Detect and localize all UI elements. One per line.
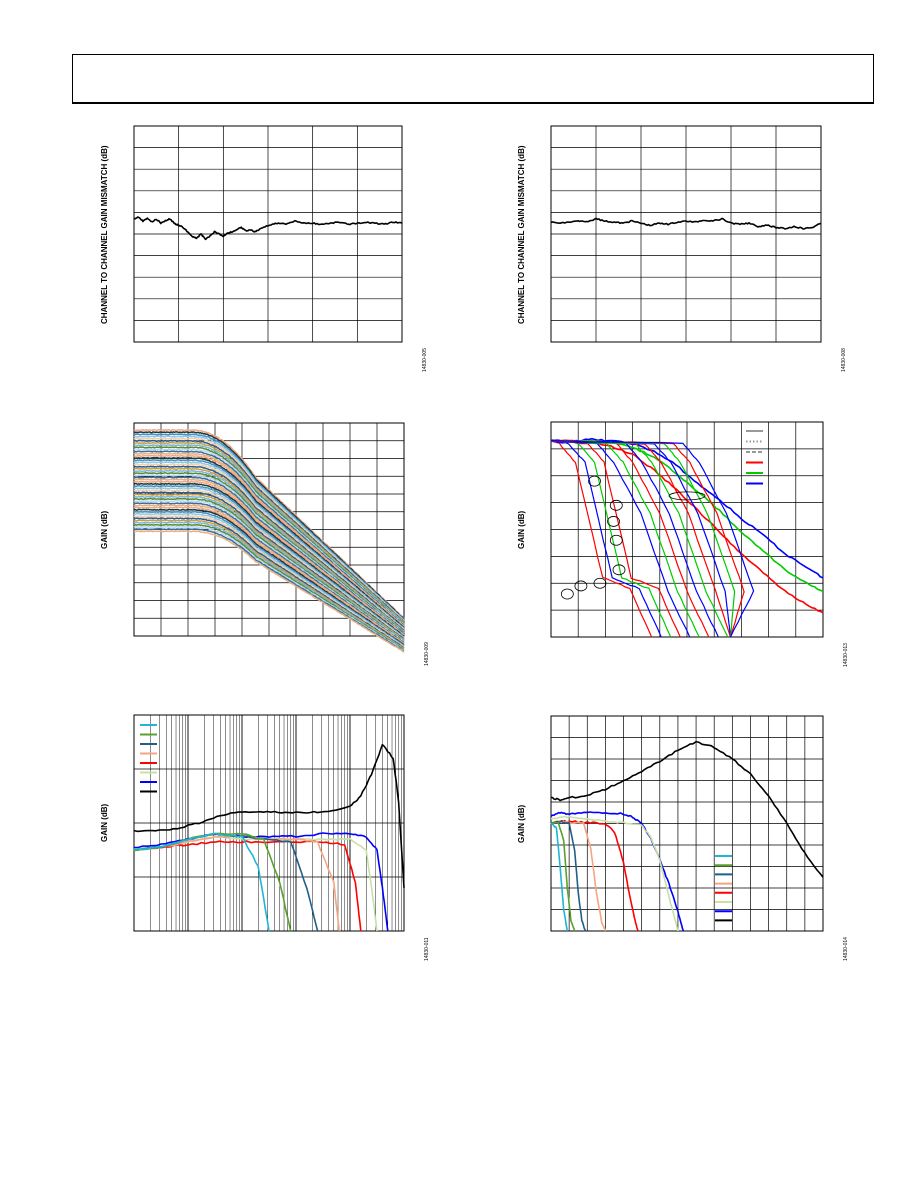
legend <box>715 855 732 922</box>
annotation-circle <box>593 577 607 589</box>
annotation-circle <box>609 499 623 511</box>
plot-frame <box>550 421 824 638</box>
y-axis-label: GAIN (dB) <box>100 803 109 842</box>
page-header-box <box>72 54 874 103</box>
series-line <box>133 476 405 635</box>
figure-id: 14830-014 <box>843 937 849 961</box>
series-line <box>550 740 824 878</box>
legend <box>746 430 763 485</box>
series-line <box>550 440 755 638</box>
series-line <box>550 819 639 932</box>
annotation-circle <box>588 475 601 487</box>
series-line <box>133 456 405 629</box>
series-line <box>133 840 362 932</box>
series-line <box>133 530 405 653</box>
series-line <box>133 499 405 643</box>
series-line <box>550 811 685 932</box>
y-axis-label: GAIN (dB) <box>517 510 526 549</box>
chart-svg-c5 <box>133 714 405 932</box>
series-line <box>550 820 587 932</box>
series-line <box>550 439 681 638</box>
figure-id: 14830-013 <box>843 643 849 667</box>
series-line <box>133 836 378 932</box>
series-line <box>134 444 405 624</box>
chart-svg-c4 <box>550 421 824 638</box>
plot-frame <box>133 125 403 343</box>
series-line <box>550 821 576 932</box>
plot-frame <box>550 125 822 343</box>
annotation-ellipse <box>668 491 706 501</box>
series-line <box>133 472 405 634</box>
grid <box>551 126 821 342</box>
grid <box>551 422 823 637</box>
series-line <box>133 512 405 647</box>
series-line <box>550 217 822 230</box>
legend <box>140 724 157 793</box>
series-line <box>134 504 405 644</box>
annotation-circle <box>609 534 623 546</box>
series-line <box>133 832 270 932</box>
figure-id: 14830-011 <box>424 937 430 961</box>
series-line <box>133 216 403 241</box>
annotation-circle <box>574 580 588 592</box>
series-line <box>133 525 405 652</box>
chart-panel-c4 <box>550 421 824 638</box>
series-line <box>133 521 405 650</box>
series-line <box>133 491 405 640</box>
series-line <box>133 495 405 642</box>
series-line <box>133 465 405 631</box>
header-rule <box>72 102 874 104</box>
chart-svg-c2 <box>550 125 822 343</box>
series-line <box>133 431 405 620</box>
series-line <box>550 815 679 932</box>
chart-svg-c1 <box>133 125 403 343</box>
annotation-circle <box>607 516 620 527</box>
chart-svg-c6 <box>550 715 824 932</box>
series-line <box>133 450 405 626</box>
series-line <box>550 439 700 638</box>
grid <box>551 716 823 931</box>
figure-id: 14830-008 <box>841 348 847 372</box>
series-line <box>550 822 569 932</box>
chart-panel-c6 <box>550 715 824 932</box>
series-line <box>550 820 607 932</box>
chart-panel-c3 <box>133 422 405 653</box>
series-line <box>133 506 405 645</box>
y-axis-label: CHANNEL TO CHANNEL GAIN MISMATCH (dB) <box>517 144 526 324</box>
grid <box>134 126 402 342</box>
chart-svg-c3 <box>133 422 405 653</box>
series-line <box>133 484 405 638</box>
series-line <box>133 478 405 636</box>
chart-panel-c5 <box>133 714 405 932</box>
annotation-circle <box>560 588 574 600</box>
series-line <box>133 519 405 650</box>
series-line <box>133 510 405 647</box>
chart-panel-c2 <box>550 125 822 343</box>
chart-panel-c1 <box>133 125 403 343</box>
grid <box>133 715 404 931</box>
y-axis-label: GAIN (dB) <box>100 510 109 549</box>
y-axis-label: CHANNEL TO CHANNEL GAIN MISMATCH (dB) <box>100 144 109 324</box>
figure-id: 14830-009 <box>424 642 430 666</box>
y-axis-label: GAIN (dB) <box>517 804 526 843</box>
series-line <box>133 743 405 888</box>
figure-id: 14830-005 <box>422 348 428 372</box>
series-line <box>550 440 729 638</box>
annotation-circle <box>612 564 626 576</box>
series-line <box>133 437 405 622</box>
series-line <box>550 440 653 638</box>
